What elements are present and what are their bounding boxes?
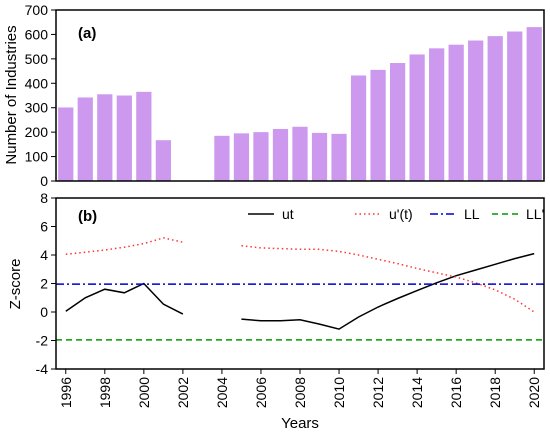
y-tick-label-a: 400 (25, 75, 49, 91)
y-axis-title-b: Z-score (7, 259, 24, 310)
series-line (65, 282, 184, 315)
legend-label: LL (464, 206, 480, 222)
y-tick-label-b: 0 (40, 304, 48, 320)
x-tick-label: 2006 (253, 377, 269, 408)
bar (350, 75, 367, 181)
bar (97, 94, 113, 181)
bar-chart-panel: Number of Industries 0 100 200 300 400 500 600… (3, 2, 545, 189)
y-tick-label-a: 500 (25, 51, 49, 67)
y-axis-title-a: Number of Industries (3, 25, 20, 164)
bar (448, 44, 464, 182)
legend-label: LL' (526, 206, 544, 222)
bar (155, 140, 171, 181)
series-line (241, 252, 535, 330)
y-tick-label-b: 8 (40, 190, 48, 206)
bar (253, 132, 269, 181)
y-tick-label-a: 300 (25, 100, 49, 116)
bar (468, 40, 484, 182)
plot-frame-b (55, 197, 545, 370)
x-tick-label: 2008 (292, 377, 308, 408)
y-tick-label-b: -4 (36, 361, 49, 377)
bar (77, 97, 93, 181)
bar (233, 133, 250, 181)
bar (311, 132, 328, 181)
bar (526, 27, 542, 181)
bar (272, 128, 289, 181)
bar (136, 91, 152, 181)
bar (409, 54, 425, 181)
y-tick-label-b: 2 (40, 276, 48, 292)
y-tick-label-b: -2 (36, 333, 49, 349)
panel-label-a: (a) (78, 25, 96, 42)
x-tick-label: 2000 (136, 377, 152, 408)
x-axis-ticks-b: 1996 1998 2000 2002 2004 2006 2008 2010 2012 2014… (58, 369, 542, 408)
x-tick-label: 2004 (214, 377, 230, 408)
x-tick-label: 2016 (448, 377, 464, 408)
x-axis-title: Years (281, 415, 319, 432)
x-tick-label: 1998 (97, 377, 113, 408)
x-tick-label: 2010 (331, 377, 347, 408)
y-tick-label-a: 700 (25, 2, 49, 18)
series-line (241, 244, 535, 313)
y-tick-label-b: 4 (40, 247, 48, 263)
x-tick-label: 2002 (175, 377, 191, 408)
y-tick-label-b: 6 (40, 219, 48, 235)
x-tick-label: 2014 (409, 377, 425, 408)
bar (58, 107, 74, 181)
legend-label: u'(t) (389, 206, 413, 222)
y-tick-label-a: 0 (40, 173, 48, 189)
x-tick-label: 2020 (526, 377, 542, 408)
bar (507, 31, 523, 181)
line-series (56, 237, 544, 341)
plot-frame-a (55, 9, 545, 182)
y-tick-label-a: 100 (25, 149, 49, 165)
bar-series (58, 27, 542, 182)
bar (331, 133, 347, 181)
y-tick-label-a: 600 (25, 26, 49, 42)
y-axis-ticks-a: 0 100 200 300 400 500 600 700 (25, 2, 56, 189)
bar (116, 95, 132, 181)
y-tick-label-a: 200 (25, 124, 49, 140)
x-tick-label: 1996 (58, 377, 74, 408)
x-tick-label: 2012 (370, 377, 386, 408)
bar (487, 36, 503, 181)
series-line (65, 237, 184, 256)
bar (389, 63, 406, 182)
line-chart-panel: Z-score -4 -2 0 2 4 6 8 1996 1998 2000 2002 2004 20… (7, 190, 545, 432)
legend: ut u'(t) LL LL' (248, 206, 544, 222)
bar (214, 135, 230, 181)
bar (370, 69, 386, 181)
bar (292, 126, 308, 181)
bar (429, 48, 445, 181)
y-axis-ticks-b: -4 -2 0 2 4 6 8 (36, 190, 56, 377)
legend-label: ut (282, 206, 294, 222)
panel-label-b: (b) (78, 208, 97, 225)
x-tick-label: 2018 (487, 377, 503, 408)
